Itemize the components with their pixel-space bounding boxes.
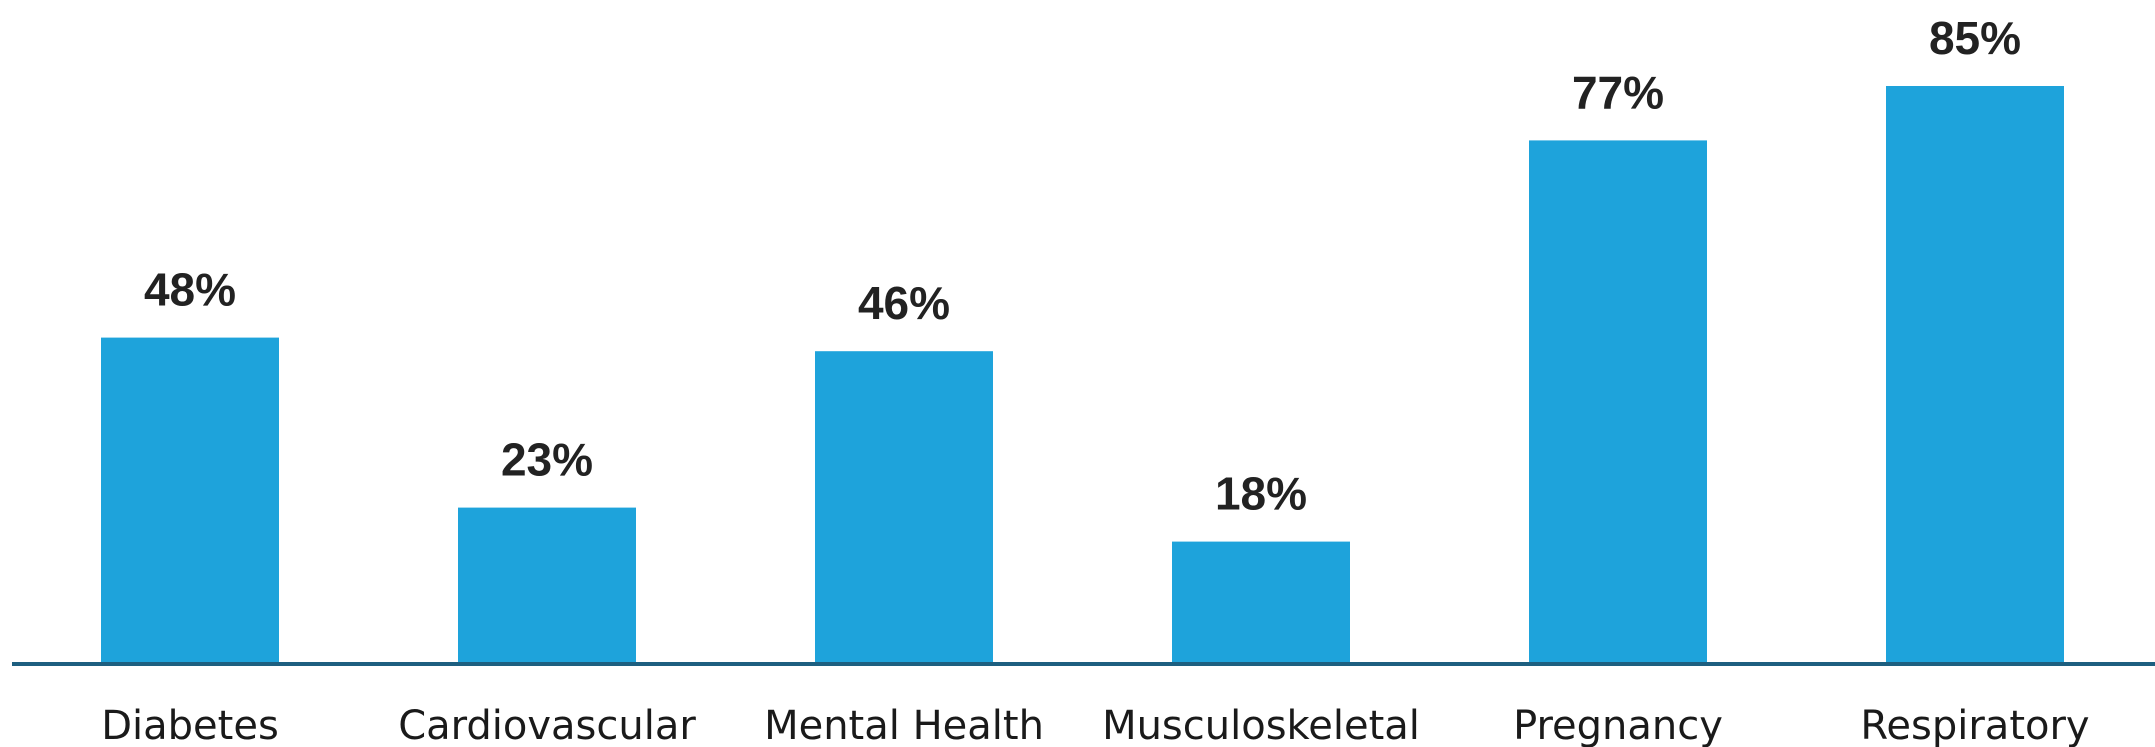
bars-group bbox=[101, 86, 2064, 664]
bar-pregnancy bbox=[1529, 140, 1707, 664]
category-label-cardiovascular: Cardiovascular bbox=[398, 703, 696, 747]
value-labels-group: 48% 23% 46% 18% 77% 85% bbox=[144, 12, 2021, 520]
category-label-musculoskeletal: Musculoskeletal bbox=[1102, 703, 1420, 747]
bar-respiratory bbox=[1886, 86, 2064, 664]
category-label-mental-health: Mental Health bbox=[764, 703, 1044, 747]
bar-mental-health bbox=[815, 351, 993, 664]
bar-diabetes bbox=[101, 337, 279, 664]
category-label-respiratory: Respiratory bbox=[1860, 703, 2089, 747]
value-label-pregnancy: 77% bbox=[1572, 66, 1664, 118]
category-label-pregnancy: Pregnancy bbox=[1513, 703, 1723, 747]
value-label-diabetes: 48% bbox=[144, 264, 236, 316]
category-label-diabetes: Diabetes bbox=[101, 703, 279, 747]
value-label-musculoskeletal: 18% bbox=[1215, 468, 1307, 520]
bar-musculoskeletal bbox=[1172, 541, 1350, 664]
category-labels-group: Diabetes Cardiovascular Mental Health Muscu… bbox=[101, 703, 2089, 747]
bar-cardiovascular bbox=[458, 507, 636, 664]
value-label-mental-health: 46% bbox=[858, 277, 950, 329]
value-label-respiratory: 85% bbox=[1929, 12, 2021, 64]
value-label-cardiovascular: 23% bbox=[501, 434, 593, 486]
